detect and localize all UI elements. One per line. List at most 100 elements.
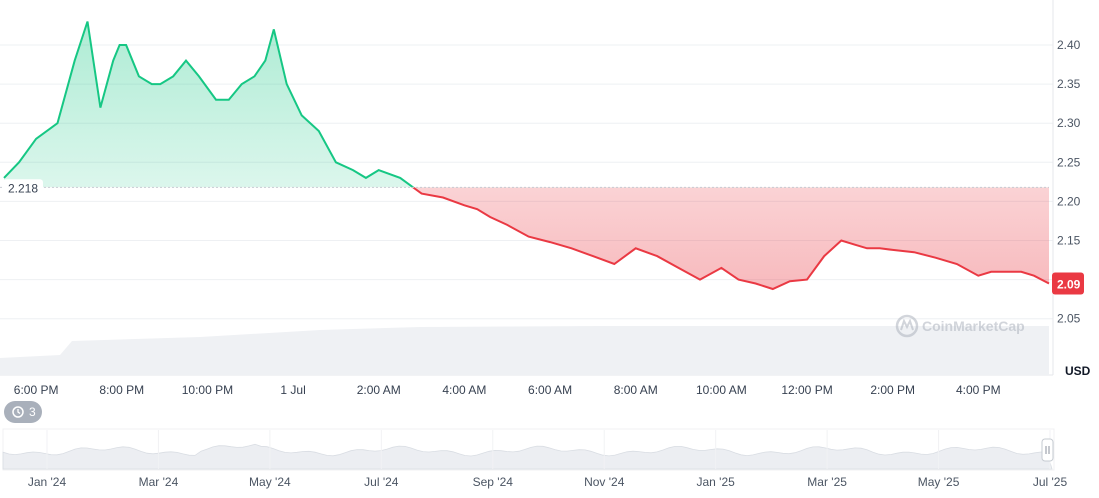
price-point: [892, 249, 894, 251]
price-point: [301, 115, 303, 117]
price-point: [614, 263, 616, 265]
price-point: [464, 205, 466, 207]
price-point: [721, 267, 723, 269]
y-tick-label: 2.35: [1057, 77, 1081, 91]
x-tick-label: 1 Jul: [280, 383, 305, 397]
x-tick-label: 12:00 PM: [781, 383, 832, 397]
price-point: [841, 240, 843, 242]
x-tick-label: 8:00 PM: [99, 383, 144, 397]
price-point: [755, 283, 757, 285]
y-tick-label: 2.30: [1057, 116, 1081, 130]
price-point: [3, 177, 5, 179]
price-point: [1003, 271, 1005, 273]
y-tick-label: 2.05: [1057, 312, 1081, 326]
price-point: [635, 248, 637, 250]
current-price-value: 2.09: [1057, 278, 1081, 292]
price-point: [421, 193, 423, 195]
price-point: [1033, 275, 1035, 277]
price-point: [286, 83, 288, 85]
price-point: [935, 257, 937, 259]
price-point: [489, 216, 491, 218]
price-point: [35, 138, 37, 140]
price-point: [378, 169, 380, 171]
price-point: [352, 169, 354, 171]
price-point: [506, 224, 508, 226]
x-tick-label: 8:00 AM: [614, 383, 658, 397]
price-point: [806, 279, 808, 281]
navigator-tick-label: May '24: [249, 475, 291, 489]
price-point: [318, 130, 320, 132]
price-point: [241, 83, 243, 85]
x-tick-label: 6:00 PM: [14, 383, 59, 397]
price-point: [913, 251, 915, 253]
x-tick-label: 4:00 PM: [956, 383, 1001, 397]
price-point: [112, 60, 114, 62]
y-tick-label: 2.15: [1057, 234, 1081, 248]
price-point: [273, 29, 275, 31]
price-point: [1048, 283, 1050, 285]
x-tick-label: 10:00 PM: [182, 383, 233, 397]
x-tick-label: 10:00 AM: [696, 383, 747, 397]
navigator-tick-label: Sep '24: [473, 475, 514, 489]
events-badge[interactable]: 3: [4, 401, 42, 423]
price-point: [1020, 271, 1022, 273]
price-point: [656, 255, 658, 257]
price-point: [866, 248, 868, 250]
price-point: [335, 162, 337, 164]
volume-shape: [0, 326, 1049, 375]
price-point: [172, 76, 174, 78]
price-point: [254, 76, 256, 78]
currency-unit: USD: [1065, 364, 1091, 378]
price-point: [571, 248, 573, 250]
events-count: 3: [29, 405, 36, 419]
y-tick-label: 2.20: [1057, 194, 1081, 208]
y-tick-label: 2.25: [1057, 155, 1081, 169]
navigator-axis: Jan '24 Mar '24 May '24 Jul '24 Sep '24 Nov '…: [28, 475, 1068, 489]
price-point: [160, 83, 162, 85]
baseline-value: 2.218: [8, 181, 38, 195]
price-point: [57, 122, 59, 124]
price-point: [592, 255, 594, 257]
history-icon: [12, 406, 24, 418]
x-tick-label: 6:00 AM: [528, 383, 572, 397]
watermark: CoinMarketCap: [895, 314, 1025, 338]
price-point: [678, 267, 680, 269]
navigator-tick-label: Jul '24: [364, 475, 399, 489]
price-point: [476, 208, 478, 210]
price-point: [699, 279, 701, 281]
price-line: [3, 21, 1050, 291]
navigator-handle[interactable]: [1041, 438, 1054, 462]
price-point: [738, 279, 740, 281]
price-point: [198, 76, 200, 78]
price-point: [528, 236, 530, 238]
price-point: [125, 44, 127, 46]
price-line-up: [3, 21, 415, 188]
price-point: [185, 60, 187, 62]
navigator-tick-label: Mar '24: [139, 475, 179, 489]
volume-area: [0, 326, 1049, 375]
price-point: [365, 177, 367, 179]
price-point: [853, 244, 855, 246]
navigator-tick-label: Jul '25: [1033, 475, 1068, 489]
price-point: [138, 76, 140, 78]
price-point: [789, 280, 791, 282]
price-point: [18, 162, 20, 164]
watermark-text: CoinMarketCap: [922, 318, 1025, 334]
y-axis: 2.402.352.302.252.202.152.102.05: [1057, 38, 1081, 326]
navigator-area: [2, 443, 1053, 470]
price-point: [956, 263, 958, 265]
navigator-tick-label: May '25: [918, 475, 960, 489]
price-point: [549, 241, 551, 243]
price-point: [228, 99, 230, 101]
price-area: [4, 21, 1049, 289]
navigator-tick-label: Mar '25: [807, 475, 847, 489]
y-tick-label: 2.40: [1057, 38, 1081, 52]
price-point: [442, 197, 444, 199]
navigator-tick-label: Nov '24: [584, 475, 625, 489]
price-line-down: [411, 187, 1050, 291]
x-tick-label: 2:00 PM: [870, 383, 915, 397]
price-point: [772, 288, 774, 290]
range-navigator[interactable]: [2, 428, 1055, 471]
